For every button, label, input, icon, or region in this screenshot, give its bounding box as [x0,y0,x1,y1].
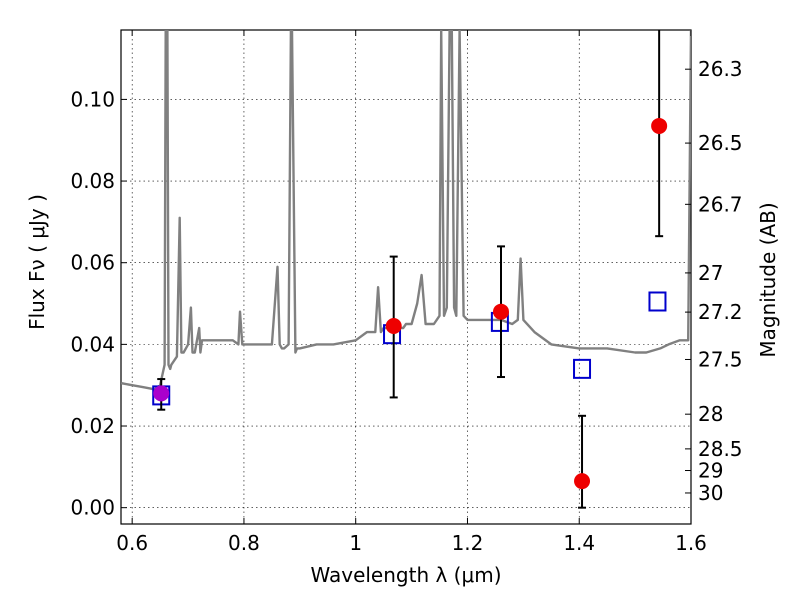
observed-photometry-point [574,473,591,490]
y-tick-label: 0.08 [70,169,115,193]
mag-tick-label: 26.5 [698,131,743,155]
plot-frame [120,29,692,525]
mag-tick-label: 27.5 [698,347,743,371]
spectrum-line [121,30,691,391]
y-tick-label: 0.10 [70,87,115,111]
mag-tick-label: 28.5 [698,437,743,461]
y-tick-label: 0.04 [70,332,115,356]
y-tick-label: 0.06 [70,251,115,275]
marker-layer [152,30,668,509]
mag-tick-label: 26.3 [698,57,743,81]
right-axis-label: Magnitude (AB) [756,202,780,357]
x-tick-label: 1.2 [452,531,484,555]
detected-point [153,385,170,402]
x-tick-label: 1.4 [563,531,595,555]
y-axis-label: Flux Fν ( μJy ) [25,194,49,330]
x-tick-label: 1.6 [675,531,707,555]
mag-tick-label: 30 [698,481,723,505]
mag-tick-label: 27 [698,261,723,285]
model-photometry-square [648,291,667,312]
ticks-layer: 0.6 0.8 1 1.2 1.4 1.6 0.00 0.02 0.04 0.06 0.08 0.10… [70,30,743,555]
x-axis-label: Wavelength λ (μm) [310,563,501,587]
x-tick-label: 1 [349,531,362,555]
grid [121,30,692,524]
observed-photometry-point [651,117,668,134]
spectrum-layer [121,30,691,391]
mag-tick-label: 26.7 [698,192,743,216]
mag-tick-label: 28 [698,402,723,426]
observed-photometry-point [385,317,402,334]
x-tick-label: 0.8 [228,531,260,555]
mag-tick-label: 27.2 [698,300,743,324]
model-photometry-square [573,358,592,379]
y-tick-label: 0.00 [70,496,115,520]
y-tick-label: 0.02 [70,414,115,438]
mag-tick-label: 29 [698,459,723,483]
x-tick-label: 0.6 [116,531,148,555]
observed-photometry-point [493,303,509,320]
